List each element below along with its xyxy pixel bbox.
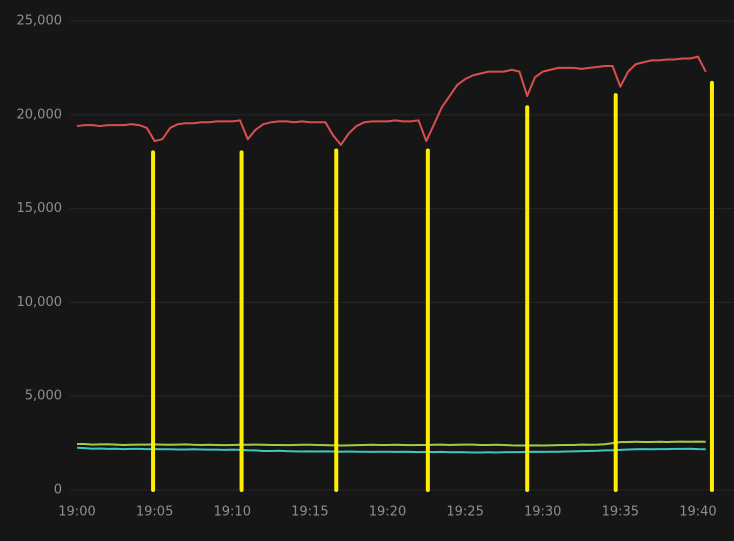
- x-tick-label: 19:35: [602, 505, 639, 520]
- y-tick-label: 15,000: [17, 201, 63, 216]
- series-line: [76, 446, 706, 454]
- series-line: [76, 55, 707, 146]
- x-tick-label: 19:00: [58, 505, 95, 520]
- y-tick-label: 25,000: [17, 14, 63, 29]
- series-line: [77, 440, 706, 447]
- x-tick-label: 19:30: [524, 505, 561, 520]
- x-tick-label: 19:25: [446, 505, 483, 520]
- y-tick-label: 10,000: [17, 295, 63, 310]
- y-tick-label: 20,000: [17, 107, 63, 122]
- y-tick-label: 5,000: [25, 389, 62, 404]
- x-tick-label: 19:15: [291, 505, 328, 520]
- y-tick-label: 0: [54, 483, 62, 498]
- x-tick-label: 19:20: [369, 505, 406, 520]
- x-tick-label: 19:10: [214, 505, 251, 520]
- x-tick-label: 19:40: [679, 505, 716, 520]
- x-tick-label: 19:05: [136, 505, 173, 520]
